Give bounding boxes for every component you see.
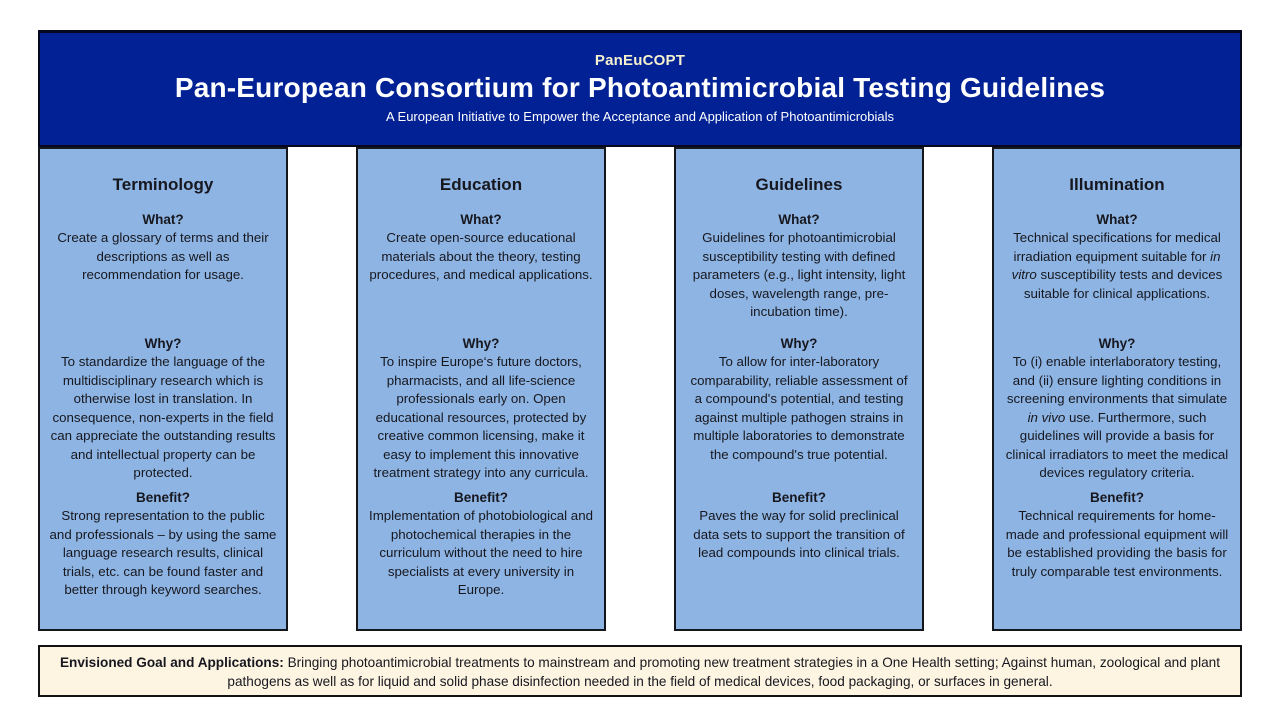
section-text: Create a glossary of terms and their des…: [57, 230, 269, 282]
section-text: Strong representation to the public and …: [49, 508, 277, 597]
pillar-column-terminology: Terminology What? Create a glossary of t…: [38, 147, 288, 631]
column-title: Terminology: [112, 175, 214, 194]
section-label: What?: [142, 212, 184, 227]
consortium-acronym: PanEuCOPT: [594, 52, 686, 69]
section-label: Why?: [462, 336, 500, 351]
section-what: What? Create a glossary of terms and the…: [49, 212, 277, 285]
page-subtitle: A European Initiative to Empower the Acc…: [385, 109, 895, 124]
section-label: Why?: [1098, 336, 1136, 351]
section-label: What?: [778, 212, 820, 227]
goal-text: Bringing photoantimicrobial treatments t…: [227, 655, 1221, 689]
goal-banner: Envisioned Goal and Applications: Bringi…: [38, 645, 1242, 697]
section-label: Benefit?: [136, 490, 190, 505]
section-what: What? Guidelines for photoantimicrobial …: [685, 212, 913, 322]
section-text: Technical specifications for medical irr…: [1011, 230, 1223, 301]
section-why: Why? To (i) enable interlaboratory testi…: [1003, 336, 1231, 483]
pillar-column-illumination: Illumination What? Technical specificati…: [992, 147, 1242, 631]
page-title: Pan-European Consortium for Photoantimic…: [174, 72, 1106, 103]
section-benefit: Benefit? Strong representation to the pu…: [49, 490, 277, 600]
pillar-columns: Terminology What? Create a glossary of t…: [38, 147, 1242, 631]
section-label: Benefit?: [1090, 490, 1144, 505]
section-benefit: Benefit? Paves the way for solid preclin…: [685, 490, 913, 563]
goal-label: Envisioned Goal and Applications:: [59, 655, 284, 670]
section-text: Paves the way for solid preclinical data…: [693, 508, 905, 560]
section-label: Why?: [144, 336, 182, 351]
section-why: Why? To standardize the language of the …: [49, 336, 277, 483]
section-text: To inspire Europe‘s future doctors, phar…: [373, 354, 589, 480]
section-what: What? Technical specifications for medic…: [1003, 212, 1231, 303]
section-label: Benefit?: [772, 490, 826, 505]
section-label: Why?: [780, 336, 818, 351]
section-text: Implementation of photobiological and ph…: [369, 508, 593, 597]
pillar-column-education: Education What? Create open-source educa…: [356, 147, 606, 631]
section-why: Why? To allow for inter-laboratory compa…: [685, 336, 913, 464]
section-benefit: Benefit? Implementation of photobiologic…: [367, 490, 595, 600]
section-benefit: Benefit? Technical requirements for home…: [1003, 490, 1231, 581]
section-text: Create open-source educational materials…: [369, 230, 593, 282]
pillar-column-guidelines: Guidelines What? Guidelines for photoant…: [674, 147, 924, 631]
section-what: What? Create open-source educational mat…: [367, 212, 595, 285]
section-text: To allow for inter-laboratory comparabil…: [690, 354, 908, 462]
header-banner: PanEuCOPT Pan-European Consortium for Ph…: [38, 30, 1242, 147]
column-title: Education: [439, 175, 523, 194]
column-title: Guidelines: [755, 175, 843, 194]
section-text: To (i) enable interlaboratory testing, a…: [1005, 354, 1229, 480]
section-label: Benefit?: [454, 490, 508, 505]
section-why: Why? To inspire Europe‘s future doctors,…: [367, 336, 595, 483]
section-text: Technical requirements for home-made and…: [1005, 508, 1229, 579]
section-label: What?: [1096, 212, 1138, 227]
section-text: To standardize the language of the multi…: [50, 354, 276, 480]
section-label: What?: [460, 212, 502, 227]
section-text: Guidelines for photoantimicrobial suscep…: [692, 230, 906, 319]
column-title: Illumination: [1069, 175, 1165, 194]
